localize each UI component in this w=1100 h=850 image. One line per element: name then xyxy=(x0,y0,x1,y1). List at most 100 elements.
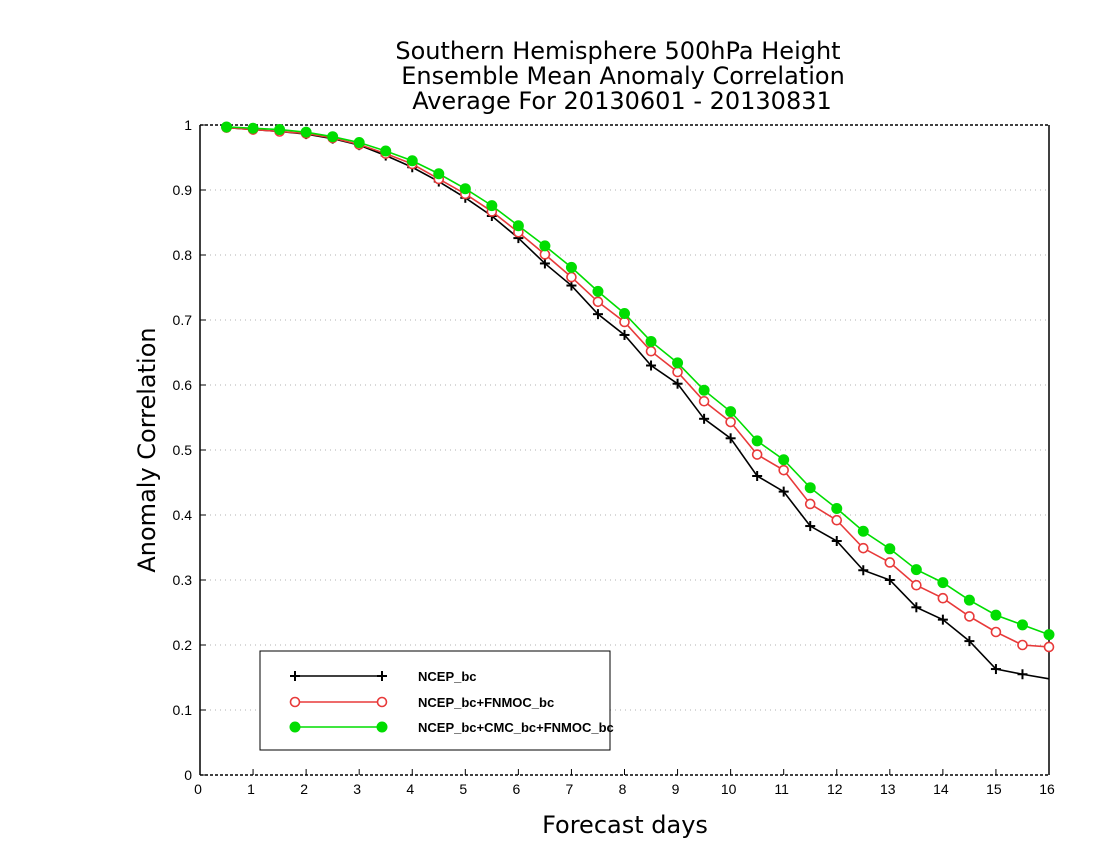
data-point-2-16 xyxy=(645,335,657,347)
data-point-2-8 xyxy=(433,168,445,180)
data-point-0-14 xyxy=(592,309,603,320)
x-tick-label-12: 12 xyxy=(827,781,843,797)
data-point-2-18 xyxy=(698,384,710,396)
x-axis-title: Forecast days xyxy=(542,811,708,839)
series-0 xyxy=(221,122,1050,680)
data-point-1-27 xyxy=(937,592,949,604)
data-point-1-17 xyxy=(672,366,683,378)
legend-entry-2: NCEP_bc+CMC_bc+FNMOC_bc xyxy=(289,720,614,735)
data-point-2-27 xyxy=(937,577,949,589)
x-tick-label-11: 11 xyxy=(774,781,789,797)
legend-label-2: NCEP_bc+CMC_bc+FNMOC_bc xyxy=(418,720,614,735)
x-tick-label-9: 9 xyxy=(672,781,680,797)
series-line-1 xyxy=(226,126,1050,648)
x-tick-label-15: 15 xyxy=(986,781,1002,797)
data-point-1-16 xyxy=(645,345,657,357)
data-point-2-11 xyxy=(512,220,524,232)
x-tick-label-8: 8 xyxy=(619,781,627,797)
y-tick-label-8: 0.8 xyxy=(173,247,193,263)
x-tick-label-16: 16 xyxy=(1039,781,1055,797)
data-point-2-22 xyxy=(804,482,816,494)
data-point-1-21 xyxy=(778,464,789,476)
axis-ticks: 0 1 2 3 4 5 6 7 8 9 10 11 12 13 14 15 1600.10.20.30.40.5… xyxy=(173,117,1055,797)
x-tick-label-3: 3 xyxy=(353,781,361,797)
title-line-2: Ensemble Mean Anomaly Correlation xyxy=(401,62,845,90)
x-tick-label-4: 4 xyxy=(406,781,414,797)
data-point-1-25 xyxy=(884,557,896,568)
legend-label-0: NCEP_bc xyxy=(418,669,477,684)
title-line-3: Average For 20130601 - 20130831 xyxy=(412,87,832,115)
legend-marker-start-0 xyxy=(290,671,300,681)
y-tick-label-0: 0 xyxy=(184,767,192,783)
data-point-1-29 xyxy=(990,626,1002,638)
y-tick-label-10: 1 xyxy=(184,117,192,133)
data-point-2-10 xyxy=(486,200,498,212)
data-point-2-28 xyxy=(963,594,975,606)
legend-entry-1: NCEP_bc+FNMOC_bc xyxy=(289,695,554,710)
data-point-2-21 xyxy=(778,454,790,466)
data-point-2-29 xyxy=(990,609,1002,621)
data-point-2-13 xyxy=(565,261,577,273)
legend-marker-end-1 xyxy=(376,696,388,708)
x-tick-label-13: 13 xyxy=(880,781,896,797)
y-tick-label-9: 0.9 xyxy=(173,182,193,198)
data-point-1-26 xyxy=(911,579,922,591)
data-point-0-19 xyxy=(725,433,736,444)
data-point-1-20 xyxy=(751,449,763,460)
x-tick-label-7: 7 xyxy=(566,781,574,797)
data-point-2-15 xyxy=(619,308,630,319)
data-point-2-2 xyxy=(274,124,286,136)
data-point-0-30 xyxy=(1017,669,1028,680)
y-tick-label-2: 0.2 xyxy=(173,637,193,653)
data-point-1-23 xyxy=(831,514,843,526)
data-point-2-0 xyxy=(221,121,233,133)
data-point-2-9 xyxy=(459,183,471,195)
data-point-0-27 xyxy=(937,614,948,625)
series-layer xyxy=(221,121,1055,680)
data-point-1-31 xyxy=(1043,641,1055,653)
series-line-0 xyxy=(226,126,1050,680)
data-point-0-20 xyxy=(752,471,763,481)
data-point-0-16 xyxy=(646,360,657,371)
x-tick-label-5: 5 xyxy=(459,781,467,797)
data-point-0-28 xyxy=(964,636,975,647)
data-point-1-24 xyxy=(857,542,869,554)
data-point-0-21 xyxy=(778,486,789,497)
legend-marker-start-2 xyxy=(289,721,301,733)
data-point-1-30 xyxy=(1017,639,1028,651)
data-point-2-23 xyxy=(831,503,843,514)
data-point-2-20 xyxy=(751,435,763,447)
y-tick-label-1: 0.1 xyxy=(173,702,193,718)
legend-label-1: NCEP_bc+FNMOC_bc xyxy=(418,695,554,710)
gridlines xyxy=(200,189,1049,711)
data-point-2-6 xyxy=(380,145,392,157)
y-tick-label-4: 0.4 xyxy=(173,507,193,523)
x-tick-label-10: 10 xyxy=(721,781,737,797)
x-tick-label-14: 14 xyxy=(933,781,949,797)
data-point-2-14 xyxy=(592,285,604,297)
data-point-0-18 xyxy=(699,413,710,424)
data-point-2-3 xyxy=(300,126,312,138)
legend-entry-0: NCEP_bc xyxy=(290,669,477,684)
series-1 xyxy=(221,122,1055,653)
data-point-2-17 xyxy=(672,357,684,369)
x-tick-label-6: 6 xyxy=(512,781,520,797)
data-point-2-12 xyxy=(539,240,551,252)
data-point-2-1 xyxy=(247,122,259,134)
data-point-2-31 xyxy=(1043,629,1055,641)
data-point-1-28 xyxy=(964,611,975,622)
data-point-2-26 xyxy=(910,564,922,576)
data-point-0-22 xyxy=(805,521,816,532)
data-point-0-25 xyxy=(884,575,895,585)
data-point-0-24 xyxy=(858,565,869,576)
data-point-1-14 xyxy=(592,296,604,308)
data-point-0-29 xyxy=(990,664,1001,675)
data-point-1-22 xyxy=(804,498,816,510)
legend: NCEP_bc NCEP_bc+FNMOC_bc NCEP_bc+CMC_bc+FN… xyxy=(259,650,614,751)
legend-marker-end-2 xyxy=(376,721,388,733)
data-point-0-17 xyxy=(672,378,683,389)
y-tick-label-7: 0.7 xyxy=(173,312,193,328)
x-tick-label-1: 1 xyxy=(247,781,255,797)
legend-marker-start-1 xyxy=(289,696,301,708)
